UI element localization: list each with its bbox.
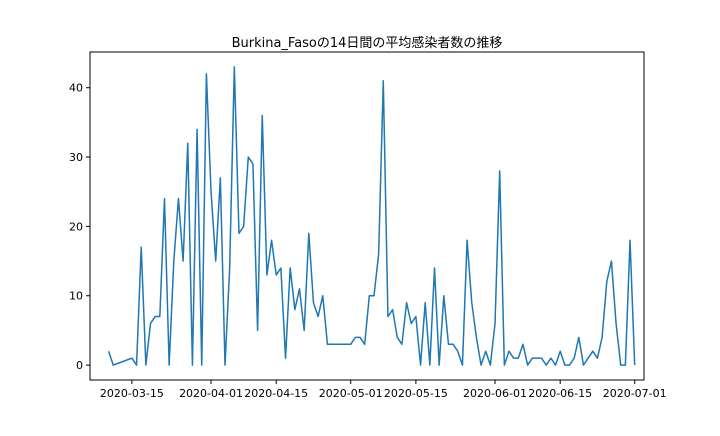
x-axis: 2020-03-15 2020-04-01 2020-04-15 2020-05-01… (100, 380, 667, 400)
x-tick-label: 2020-03-15 (100, 387, 164, 400)
x-tick-label: 2020-07-01 (603, 387, 667, 400)
plot-frame (89, 51, 645, 381)
y-tick-label: 10 (69, 290, 83, 303)
y-tick-label: 0 (76, 359, 83, 372)
x-tick-label: 2020-04-01 (179, 387, 243, 400)
y-axis: 0 10 20 30 40 (69, 82, 90, 372)
y-tick-label: 20 (69, 220, 83, 233)
x-tick-label: 2020-05-15 (384, 387, 448, 400)
x-tick-label: 2020-06-15 (528, 387, 592, 400)
chart-title: Burkina_Fasoの14日間の平均感染者数の推移 (232, 35, 503, 51)
x-tick-label: 2020-06-01 (463, 387, 527, 400)
y-tick-label: 30 (69, 151, 83, 164)
series-layer (107, 66, 636, 366)
series-line (107, 66, 636, 366)
x-tick-label: 2020-05-01 (319, 387, 383, 400)
x-tick-label: 2020-04-15 (244, 387, 308, 400)
y-tick-label: 40 (69, 82, 83, 95)
